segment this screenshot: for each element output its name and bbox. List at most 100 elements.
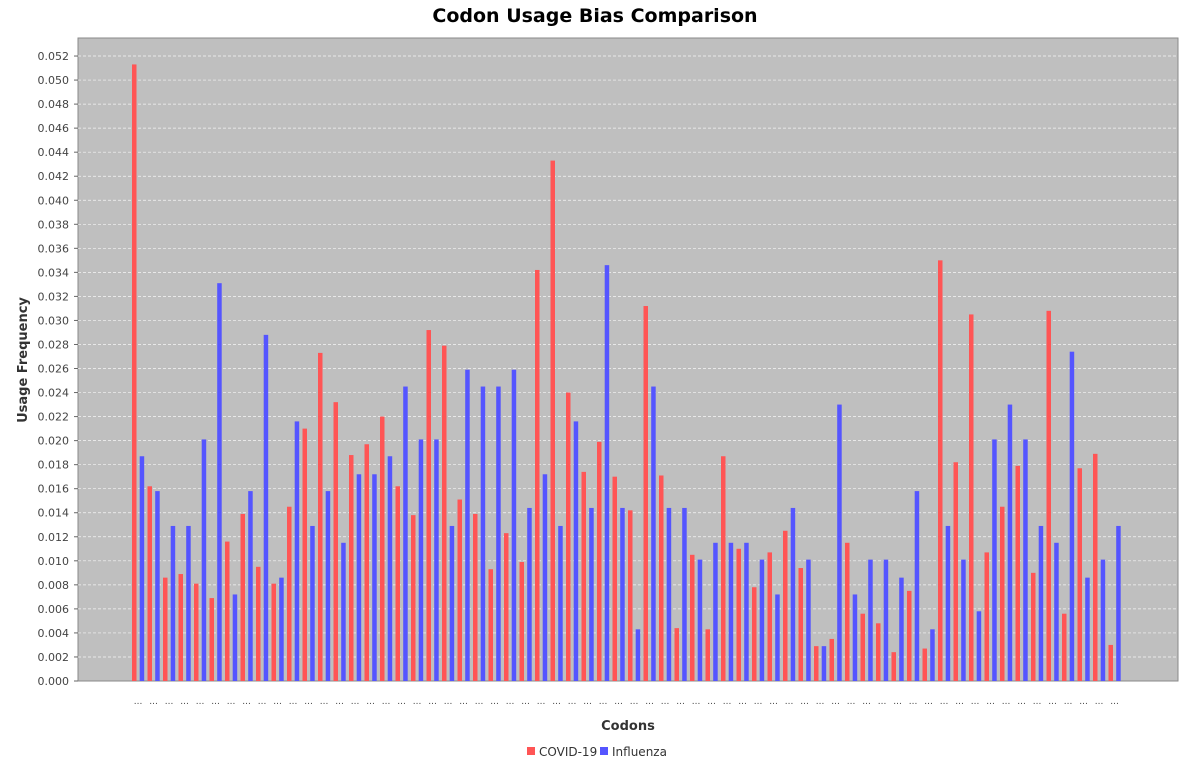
x-category-label: ... xyxy=(862,697,871,707)
x-category-label: ... xyxy=(676,697,685,707)
y-tick-label: 0.024 xyxy=(38,387,70,400)
bar-covid-3 xyxy=(163,577,168,681)
x-category-label: ... xyxy=(382,697,391,707)
x-category-label: ... xyxy=(924,697,933,707)
legend: COVID-19 Influenza xyxy=(527,745,667,759)
bar-influenza-42 xyxy=(775,594,780,681)
bar-covid-51 xyxy=(907,590,912,681)
bar-influenza-11 xyxy=(294,421,300,681)
bar-influenza-36 xyxy=(682,507,687,681)
bar-influenza-18 xyxy=(403,386,408,681)
bar-influenza-40 xyxy=(744,542,749,681)
bar-covid-21 xyxy=(442,345,447,681)
bar-covid-2 xyxy=(147,486,152,681)
bar-covid-41 xyxy=(752,587,757,681)
bar-covid-24 xyxy=(488,569,493,681)
x-category-label: ... xyxy=(986,697,995,707)
bar-influenza-61 xyxy=(1069,351,1075,681)
x-category-label: ... xyxy=(304,697,313,707)
legend-swatch-covid xyxy=(527,747,535,755)
bar-covid-43 xyxy=(783,530,788,681)
bar-covid-57 xyxy=(1000,506,1005,681)
bar-influenza-52 xyxy=(930,629,935,681)
bar-influenza-3 xyxy=(170,525,176,681)
x-category-label: ... xyxy=(273,697,282,707)
x-category-label: ... xyxy=(909,697,918,707)
y-tick-label: 0.006 xyxy=(38,603,70,616)
x-axis-title: Codons xyxy=(601,719,655,734)
bar-influenza-55 xyxy=(976,611,982,681)
bar-influenza-63 xyxy=(1100,559,1106,681)
bar-influenza-30 xyxy=(589,507,594,681)
bar-covid-42 xyxy=(767,552,772,681)
bar-covid-58 xyxy=(1015,465,1020,681)
x-category-label: ... xyxy=(413,697,422,707)
x-category-label: ... xyxy=(258,697,267,707)
bar-covid-53 xyxy=(938,260,943,681)
x-category-label: ... xyxy=(1048,697,1057,707)
x-category-label: ... xyxy=(707,697,716,707)
bar-covid-12 xyxy=(302,428,307,681)
x-category-label: ... xyxy=(397,697,406,707)
bar-covid-55 xyxy=(969,314,974,681)
x-category-label: ... xyxy=(490,697,499,707)
bar-covid-16 xyxy=(364,444,369,681)
x-category-label: ... xyxy=(149,697,158,707)
bar-influenza-48 xyxy=(868,559,873,681)
bar-influenza-12 xyxy=(310,525,315,681)
y-tick-label: 0.000 xyxy=(38,675,70,688)
legend-label-influenza: Influenza xyxy=(612,745,667,759)
bar-influenza-64 xyxy=(1116,525,1121,681)
bar-influenza-10 xyxy=(279,577,284,681)
bar-influenza-24 xyxy=(496,386,501,681)
y-tick-label: 0.042 xyxy=(38,170,70,183)
bar-covid-25 xyxy=(504,533,509,681)
x-category-label: ... xyxy=(335,697,344,707)
bar-covid-28 xyxy=(550,160,555,682)
bar-covid-37 xyxy=(690,554,695,681)
bar-influenza-28 xyxy=(558,525,563,681)
bar-covid-54 xyxy=(953,462,958,681)
bar-influenza-5 xyxy=(201,439,207,681)
bar-covid-35 xyxy=(659,475,664,681)
bar-covid-59 xyxy=(1031,572,1036,681)
bar-covid-45 xyxy=(814,646,819,681)
bar-covid-52 xyxy=(922,648,927,681)
bar-covid-32 xyxy=(612,476,617,681)
y-tick-label: 0.046 xyxy=(38,122,70,135)
bar-covid-29 xyxy=(566,392,571,681)
bar-covid-64 xyxy=(1108,644,1113,681)
bar-covid-33 xyxy=(628,510,633,681)
y-tick-label: 0.022 xyxy=(38,411,70,424)
x-category-label: ... xyxy=(537,697,546,707)
y-tick-label: 0.014 xyxy=(38,507,70,520)
bar-influenza-19 xyxy=(418,439,424,681)
bar-influenza-57 xyxy=(1007,404,1013,681)
bar-influenza-38 xyxy=(713,542,718,681)
bar-covid-60 xyxy=(1046,310,1051,681)
bar-covid-7 xyxy=(225,541,230,681)
bar-covid-6 xyxy=(209,598,214,681)
x-category-label: ... xyxy=(242,697,251,707)
bar-influenza-16 xyxy=(372,474,377,681)
bar-covid-30 xyxy=(581,471,586,681)
bar-influenza-49 xyxy=(883,559,889,681)
x-category-label: ... xyxy=(661,697,670,707)
y-tick-label: 0.016 xyxy=(38,483,70,496)
x-category-label: ... xyxy=(599,697,608,707)
x-category-label: ... xyxy=(459,697,468,707)
bar-covid-61 xyxy=(1062,613,1067,681)
bar-influenza-1 xyxy=(139,456,145,681)
bar-influenza-44 xyxy=(806,559,811,681)
bar-covid-13 xyxy=(318,352,323,681)
bar-covid-39 xyxy=(721,456,726,681)
bar-covid-4 xyxy=(178,574,183,681)
bar-covid-17 xyxy=(380,416,385,681)
x-category-label: ... xyxy=(645,697,654,707)
bar-influenza-6 xyxy=(217,283,222,681)
bar-influenza-45 xyxy=(821,646,827,681)
y-tick-label: 0.004 xyxy=(38,627,70,640)
bar-influenza-2 xyxy=(155,491,160,681)
bar-covid-11 xyxy=(287,506,292,681)
x-category-label: ... xyxy=(1110,697,1119,707)
